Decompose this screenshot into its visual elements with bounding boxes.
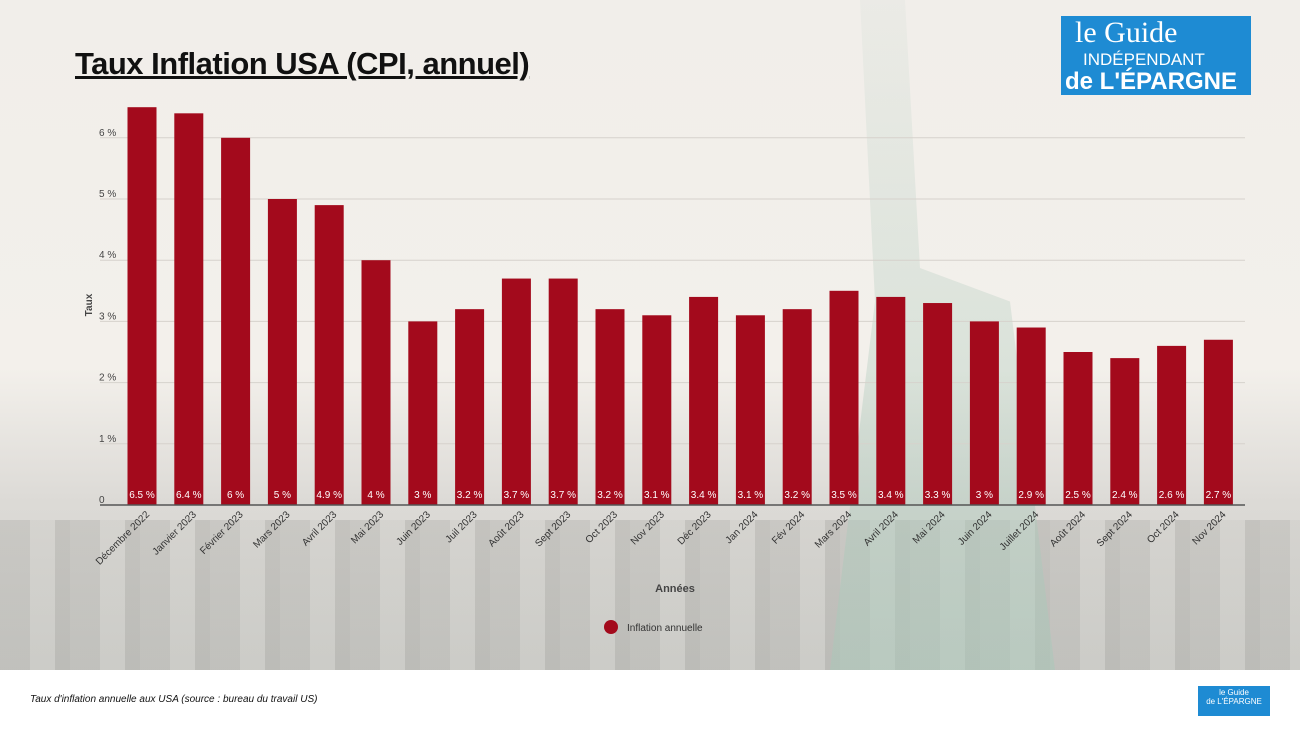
x-tick-label: Mars 2023: [251, 509, 292, 550]
y-tick-label: 5 %: [99, 189, 116, 200]
bar[interactable]: [1016, 327, 1046, 505]
bar[interactable]: [923, 303, 953, 505]
x-tick-label: Décembre 2022: [94, 509, 152, 567]
x-tick-label: Mai 2024: [911, 509, 948, 546]
x-tick-label: Oct 2024: [1145, 509, 1182, 546]
data-label: 3.1 %: [644, 490, 670, 501]
footer-logo: le Guide de L'ÉPARGNE: [1198, 686, 1270, 716]
y-axis-title: Taux: [84, 293, 95, 316]
bar[interactable]: [267, 199, 297, 505]
x-tick-label: Juin 2024: [956, 509, 995, 548]
y-tick-label: 6 %: [99, 128, 116, 139]
data-label: 2.4 %: [1112, 490, 1138, 501]
data-label: 4.9 %: [316, 490, 342, 501]
x-tick-label: Sept 2024: [1095, 509, 1135, 549]
bars: 6.5 % 6.4 % 6 % 5 % 4.9 % 4 % 3 % 3.2 % 3.7 % 3.7…: [127, 107, 1233, 506]
logo-line-1: le Guide: [1075, 16, 1178, 49]
bar[interactable]: [1063, 352, 1093, 505]
bar[interactable]: [1203, 339, 1233, 505]
data-label: 2.5 %: [1065, 490, 1091, 501]
data-label: 3 %: [414, 490, 431, 501]
data-label: 3.4 %: [878, 490, 904, 501]
bar[interactable]: [689, 296, 719, 505]
x-tick-label: Août 2024: [1048, 509, 1088, 549]
y-tick-label: 1 %: [99, 434, 116, 445]
bar[interactable]: [642, 315, 672, 505]
logo-line-2: INDÉPENDANT: [1083, 50, 1205, 69]
x-tick-label: Nov 2024: [1190, 509, 1228, 547]
x-tick-label: Janvier 2023: [151, 509, 200, 558]
x-tick-label: Déc 2023: [676, 509, 714, 547]
bar[interactable]: [1110, 358, 1140, 505]
skyline-photo: [0, 520, 1300, 670]
y-tick-label: 2 %: [99, 373, 116, 384]
data-label: 2.7 %: [1206, 490, 1232, 501]
bar[interactable]: [127, 107, 157, 505]
bar[interactable]: [969, 321, 999, 505]
inflation-bar-chart: 0 1 % 2 % 3 % 4 % 5 % 6 % 6.5 % 6.4 % 6 % 5 % 4.9 …: [84, 107, 1245, 634]
x-tick-label: Nov 2023: [629, 509, 667, 547]
y-tick-label: 4 %: [99, 250, 116, 261]
bar[interactable]: [455, 309, 485, 505]
bar[interactable]: [548, 278, 578, 505]
bar[interactable]: [595, 309, 625, 505]
bar[interactable]: [1157, 345, 1187, 505]
x-tick-label: Fév 2024: [770, 509, 808, 547]
logo-line-3: de L'ÉPARGNE: [1065, 68, 1237, 95]
data-label: 2.6 %: [1159, 490, 1185, 501]
data-label: 5 %: [274, 490, 291, 501]
bar[interactable]: [501, 278, 531, 505]
bar[interactable]: [221, 137, 251, 506]
x-tick-label: Jan 2024: [724, 509, 761, 546]
x-tick-label: Oct 2023: [584, 509, 621, 546]
x-axis-title: Années: [655, 583, 695, 595]
x-tick-label: Avril 2023: [300, 509, 339, 548]
data-label: 6 %: [227, 490, 244, 501]
bar[interactable]: [361, 260, 391, 505]
bar[interactable]: [408, 321, 438, 505]
guide-epargne-logo: le Guide INDÉPENDANT de L'ÉPARGNE: [1061, 16, 1251, 95]
data-label: 3.2 %: [784, 490, 810, 501]
data-label: 2.9 %: [1018, 490, 1044, 501]
page-title: Taux Inflation USA (CPI, annuel): [75, 46, 530, 81]
bar[interactable]: [829, 290, 859, 505]
bar[interactable]: [174, 113, 204, 505]
legend-marker: [604, 620, 618, 634]
data-label: 3.1 %: [738, 490, 764, 501]
x-tick-label: Mars 2024: [813, 509, 854, 550]
y-tick-labels: 0 1 % 2 % 3 % 4 % 5 % 6 %: [99, 128, 116, 506]
x-tick-label: Juil 2023: [444, 509, 480, 545]
bar[interactable]: [876, 296, 906, 505]
x-tick-label: Juin 2023: [394, 509, 433, 548]
footer-logo-line-1: le Guide: [1219, 688, 1249, 697]
data-label: 3.3 %: [925, 490, 951, 501]
data-label: 4 %: [367, 490, 384, 501]
data-label: 3.4 %: [691, 490, 717, 501]
data-label: 3.2 %: [457, 490, 483, 501]
y-tick-label: 0: [99, 495, 105, 506]
footer-caption: Taux d'inflation annuelle aux USA (sourc…: [30, 694, 318, 705]
y-tick-label: 3 %: [99, 311, 116, 322]
data-label: 3.2 %: [597, 490, 623, 501]
x-tick-label: Mai 2023: [349, 509, 386, 546]
data-label: 6.4 %: [176, 490, 202, 501]
data-label: 3 %: [976, 490, 993, 501]
data-label: 3.5 %: [831, 490, 857, 501]
legend-label[interactable]: Inflation annuelle: [627, 623, 703, 634]
x-tick-label: Juillet 2024: [998, 509, 1042, 553]
bar[interactable]: [782, 309, 812, 505]
data-label: 3.7 %: [550, 490, 576, 501]
x-tick-label: Février 2023: [198, 509, 246, 557]
x-tick-label: Sept 2023: [533, 509, 573, 549]
x-tick-label: Avril 2024: [862, 509, 901, 548]
bar[interactable]: [735, 315, 765, 505]
footer-logo-line-3: de L'ÉPARGNE: [1206, 697, 1262, 706]
x-tick-label: Août 2023: [486, 509, 526, 549]
data-label: 3.7 %: [504, 490, 530, 501]
data-label: 6.5 %: [129, 490, 155, 501]
bar[interactable]: [314, 205, 344, 505]
